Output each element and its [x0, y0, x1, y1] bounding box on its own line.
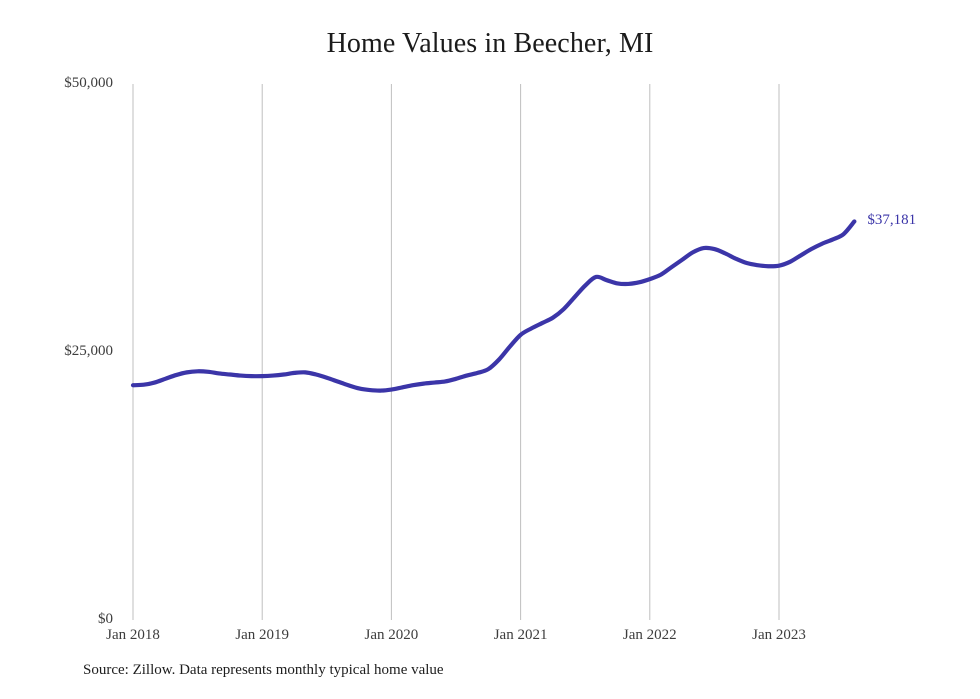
y-tick-0: $0: [98, 611, 113, 627]
x-tick-jan-2019: Jan 2019: [235, 627, 290, 643]
vertical-gridlines: [132, 84, 780, 620]
x-tick-jan-2018: Jan 2018: [106, 627, 160, 643]
y-tick-50000: $50,000: [64, 75, 113, 91]
x-tick-jan-2020: Jan 2020: [364, 627, 419, 643]
line-series-typical-home-value: [130, 219, 857, 393]
x-tick-jan-2021: Jan 2021: [493, 627, 548, 643]
x-tick-jan-2023: Jan 2023: [752, 627, 806, 643]
x-tick-jan-2022: Jan 2022: [622, 627, 677, 643]
series-end-value-label: $37,181: [867, 212, 917, 229]
source-note: Source: Zillow. Data represents monthly …: [83, 662, 444, 678]
data-series-group: [130, 219, 857, 393]
y-tick-25000: $25,000: [64, 343, 113, 359]
chart-title: Home Values in Beecher, MI: [326, 28, 654, 59]
